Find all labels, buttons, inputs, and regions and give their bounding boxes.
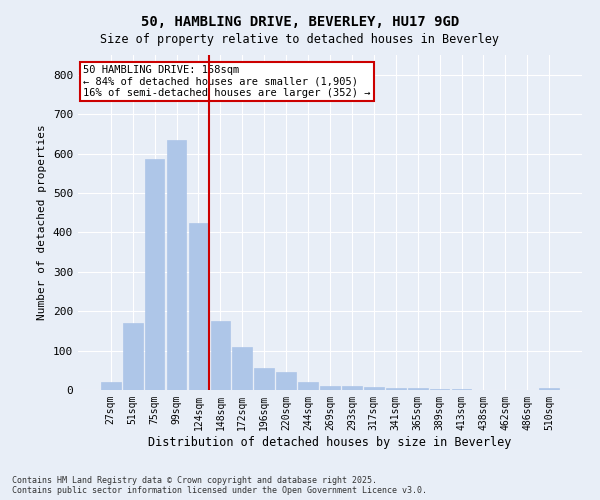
Bar (430, 389, 449, 390)
Bar (539, 388, 559, 390)
Text: Size of property relative to detached houses in Beverley: Size of property relative to detached ho… (101, 32, 499, 46)
Bar (386, 388, 406, 390)
Bar (167, 140, 187, 390)
Text: Contains HM Land Registry data © Crown copyright and database right 2025.
Contai: Contains HM Land Registry data © Crown c… (12, 476, 427, 495)
Bar (145, 160, 164, 390)
Bar (188, 222, 208, 390)
Bar (232, 346, 252, 390)
Bar (320, 386, 340, 390)
Bar (123, 323, 143, 390)
Bar (342, 386, 362, 390)
Bar (364, 387, 384, 390)
Y-axis label: Number of detached properties: Number of detached properties (37, 124, 47, 320)
Text: 50, HAMBLING DRIVE, BEVERLEY, HU17 9GD: 50, HAMBLING DRIVE, BEVERLEY, HU17 9GD (141, 15, 459, 29)
Bar (408, 388, 428, 390)
Bar (452, 389, 472, 390)
Bar (211, 321, 230, 390)
Bar (298, 382, 318, 390)
Bar (101, 382, 121, 390)
X-axis label: Distribution of detached houses by size in Beverley: Distribution of detached houses by size … (148, 436, 512, 448)
Text: 50 HAMBLING DRIVE: 158sqm
← 84% of detached houses are smaller (1,905)
16% of se: 50 HAMBLING DRIVE: 158sqm ← 84% of detac… (83, 65, 371, 98)
Bar (254, 368, 274, 390)
Bar (276, 372, 296, 390)
